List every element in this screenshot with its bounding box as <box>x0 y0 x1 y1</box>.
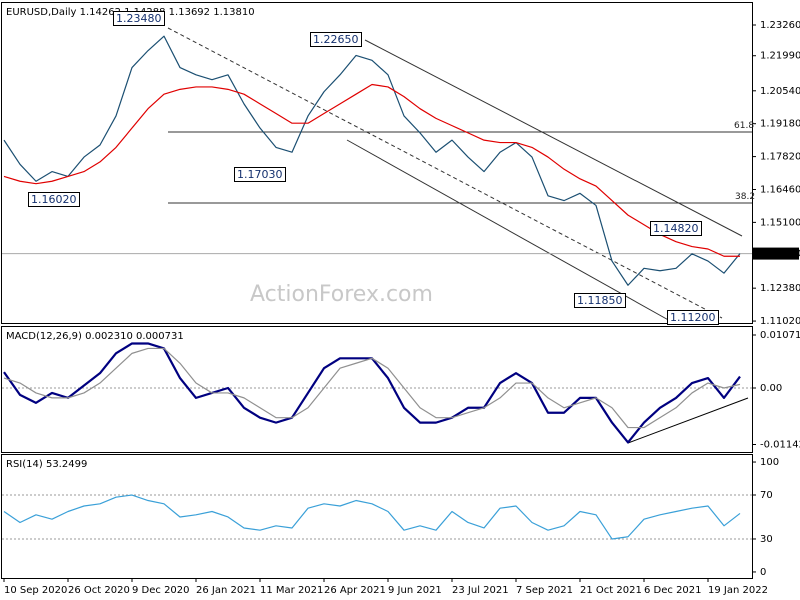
y-tick-label: 1.12380 <box>760 283 800 294</box>
macd-title: MACD(12,26,9) 0.002310 0.000731 <box>6 331 184 342</box>
x-tick-label: 10 Sep 2020 <box>4 585 67 596</box>
fib-label: 38.2 <box>735 192 756 202</box>
x-tick-label: 9 Jun 2021 <box>388 585 442 596</box>
x-tick-label: 21 Oct 2021 <box>580 585 642 596</box>
channel-line <box>364 39 743 237</box>
watermark: ActionForex.com <box>250 282 433 307</box>
y-tick-label: 0.010715 <box>760 330 800 341</box>
y-tick-label: 30 <box>760 534 773 545</box>
x-tick-label: 6 Dec 2021 <box>644 585 702 596</box>
last-price-label: 1.13810 <box>760 249 800 260</box>
rsi-panel <box>1 454 753 579</box>
last-price-box <box>753 247 799 260</box>
y-tick-label: 0.00 <box>760 383 782 394</box>
x-tick-label: 7 Sep 2021 <box>516 585 573 596</box>
drawings <box>167 27 752 444</box>
y-tick-label: -0.011424 <box>760 440 800 451</box>
y-tick-label: 100 <box>760 457 779 468</box>
y-tick-label: 1.20540 <box>760 86 800 97</box>
annotation: 1.22650 <box>310 32 362 47</box>
y-tick-label: 1.21990 <box>760 51 800 62</box>
x-tick-label: 26 Apr 2021 <box>324 585 386 596</box>
rsi-title: RSI(14) 53.2499 <box>6 459 87 470</box>
y-tick-label: 1.15100 <box>760 217 800 228</box>
price-panel <box>1 2 753 324</box>
series-line <box>3 347 741 429</box>
annotation: 1.23480 <box>113 11 165 26</box>
series-line <box>3 494 741 540</box>
panel-frames <box>1 2 753 579</box>
y-tick-label: 70 <box>760 490 773 501</box>
y-tick-label: 1.16460 <box>760 184 800 195</box>
macd-trendline <box>627 397 749 444</box>
annotation: 1.11200 <box>667 310 719 325</box>
x-tick-label: 26 Jan 2021 <box>196 585 256 596</box>
annotation: 1.16020 <box>28 192 80 207</box>
y-tick-label: 1.19180 <box>760 119 800 130</box>
channel-line <box>346 139 673 323</box>
y-tick-label: 1.11020 <box>760 316 800 327</box>
x-tick-label: 23 Jul 2021 <box>452 585 509 596</box>
fib-label: 61.8 <box>734 121 755 131</box>
series-line <box>3 35 741 286</box>
x-tick-label: 26 Oct 2020 <box>68 585 130 596</box>
macd-panel <box>1 326 753 453</box>
annotation: 1.11850 <box>574 293 626 308</box>
channel-line <box>167 27 723 319</box>
annotation: 1.14820 <box>650 221 702 236</box>
annotation: 1.17030 <box>234 167 286 182</box>
y-tick-label: 0 <box>760 567 766 578</box>
series-line <box>3 83 740 257</box>
y-tick-label: 1.23260 <box>760 20 800 31</box>
x-tick-label: 9 Dec 2020 <box>132 585 190 596</box>
y-tick-label: 1.17820 <box>760 152 800 163</box>
x-tick-label: 11 Mar 2021 <box>260 585 323 596</box>
x-tick-label: 19 Jan 2022 <box>708 585 768 596</box>
